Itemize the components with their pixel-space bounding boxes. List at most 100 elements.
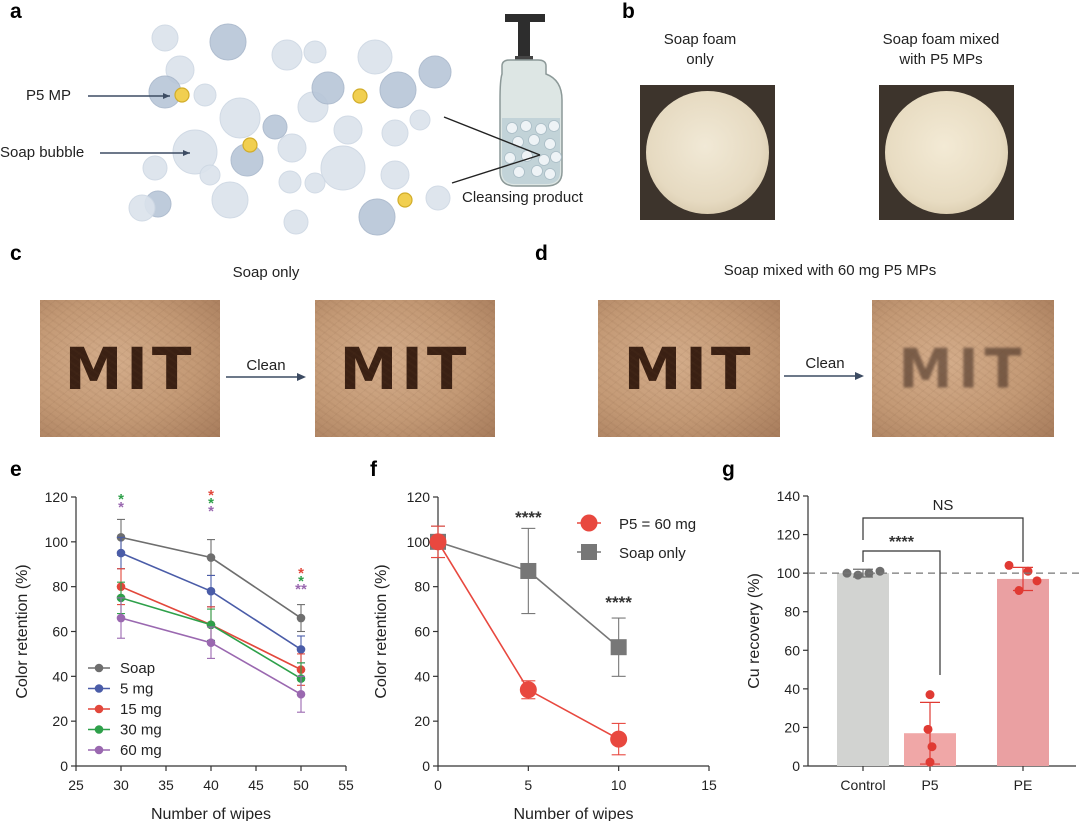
data-point bbox=[519, 681, 537, 699]
soap-bubble bbox=[209, 23, 247, 61]
x-category-label: Control bbox=[840, 777, 885, 793]
soap-bubble bbox=[211, 181, 249, 219]
p5-mp-particle bbox=[352, 88, 368, 104]
bracket-control-pe bbox=[862, 517, 1024, 562]
soap-bubble bbox=[381, 119, 409, 147]
data-point bbox=[520, 562, 537, 579]
significance-star: * bbox=[298, 565, 304, 582]
soap-bubble bbox=[277, 133, 307, 163]
soap-bubble bbox=[271, 39, 303, 71]
data-point bbox=[610, 730, 628, 748]
x-tick-label: 25 bbox=[68, 777, 84, 793]
soap-bubble bbox=[278, 170, 302, 194]
bottle-bubble bbox=[538, 154, 550, 166]
soap-bubble bbox=[358, 198, 396, 236]
legend-label: 15 mg bbox=[120, 701, 162, 718]
skin-before-photo: MIT bbox=[40, 300, 220, 437]
data-point bbox=[1014, 586, 1024, 595]
soap-bubble bbox=[172, 129, 218, 175]
soap-bubble bbox=[199, 164, 221, 186]
soap-bubble bbox=[151, 24, 179, 52]
y-tick-label: 80 bbox=[52, 579, 68, 595]
bottle-bubble bbox=[528, 134, 540, 146]
significance-stars: **** bbox=[515, 508, 542, 527]
cleansing-product-label: Cleansing product bbox=[462, 189, 583, 206]
foam-only-caption: Soap foam only bbox=[663, 31, 737, 68]
panel-letter-f: f bbox=[370, 458, 377, 481]
pump-head-icon bbox=[505, 14, 545, 58]
soap-bubble bbox=[142, 155, 168, 181]
soap-bubble-label: Soap bubble bbox=[0, 144, 85, 161]
bar-pe bbox=[997, 578, 1049, 766]
y-tick-label: 120 bbox=[45, 489, 69, 505]
y-tick-label: 40 bbox=[52, 668, 68, 684]
data-point bbox=[206, 553, 216, 562]
y-axis-label: Color retention (%) bbox=[373, 564, 390, 698]
bottle-bubble bbox=[506, 122, 518, 134]
y-tick-label: 100 bbox=[407, 534, 431, 550]
bottle-bubble bbox=[548, 120, 560, 132]
bottle-bubble bbox=[535, 123, 547, 135]
legend-marker bbox=[94, 704, 104, 714]
soap-bubble bbox=[193, 83, 217, 107]
callout-line bbox=[451, 154, 541, 184]
significance-star: * bbox=[298, 573, 304, 590]
soap-bubble bbox=[303, 40, 327, 64]
bottle-bubble bbox=[544, 168, 556, 180]
bracket-label: **** bbox=[889, 534, 915, 551]
legend-label: 30 mg bbox=[120, 722, 162, 739]
soap-bubble bbox=[219, 97, 261, 139]
y-tick-label: 80 bbox=[414, 579, 430, 595]
data-point bbox=[875, 566, 885, 576]
x-tick-label: 35 bbox=[158, 777, 174, 793]
data-point bbox=[116, 613, 126, 623]
chart-e: 0 20 40 60 80 100 120 25 30 35 40 45 50 55 Number of w… bbox=[14, 487, 354, 821]
y-tick-label: 120 bbox=[777, 527, 801, 543]
significance-star: * bbox=[118, 491, 124, 508]
significance-star: * bbox=[208, 495, 214, 512]
arrowhead bbox=[855, 372, 864, 380]
x-tick-label: 5 bbox=[524, 777, 532, 793]
legend-marker bbox=[581, 544, 597, 560]
data-point bbox=[927, 742, 937, 752]
x-tick-label: 15 bbox=[701, 777, 717, 793]
arrowhead bbox=[163, 93, 170, 99]
soap-bubble bbox=[357, 39, 393, 75]
x-axis-label: Number of wipes bbox=[151, 806, 271, 821]
skin-after-p5-photo: MIT bbox=[872, 300, 1054, 437]
y-tick-label: 140 bbox=[777, 488, 801, 504]
y-tick-label: 20 bbox=[414, 713, 430, 729]
data-point bbox=[925, 690, 935, 700]
significance-stars: **** bbox=[605, 593, 632, 612]
soap-bubble bbox=[380, 160, 410, 190]
soap-bubble bbox=[333, 115, 363, 145]
bottle-bubble bbox=[504, 152, 516, 164]
p5-mp-particle bbox=[174, 87, 190, 103]
data-point bbox=[296, 689, 306, 699]
significance-star: * bbox=[208, 503, 214, 520]
y-tick-label: 60 bbox=[784, 642, 800, 658]
x-tick-label: 45 bbox=[248, 777, 264, 793]
data-point bbox=[853, 570, 863, 580]
soap-bubble bbox=[283, 209, 309, 235]
panel-c-title: Soap only bbox=[232, 264, 300, 281]
legend-label: Soap only bbox=[619, 545, 686, 562]
foam-mixed-photo bbox=[879, 85, 1014, 220]
p5-mp-particle bbox=[242, 137, 258, 153]
data-point bbox=[610, 639, 627, 656]
bottle-bubble bbox=[513, 166, 525, 178]
petri-dish bbox=[646, 91, 769, 214]
legend-marker bbox=[94, 725, 104, 734]
arrows bbox=[226, 372, 864, 381]
soap-bubble bbox=[418, 55, 452, 89]
data-point bbox=[925, 757, 935, 767]
legend-label: 60 mg bbox=[120, 742, 162, 759]
legend-marker bbox=[94, 745, 104, 755]
y-tick-label: 120 bbox=[407, 489, 431, 505]
panel-d-title: Soap mixed with 60 mg P5 MPs bbox=[723, 262, 937, 279]
significance-star: ** bbox=[295, 581, 307, 598]
bracket-label: NS bbox=[933, 497, 954, 514]
y-tick-label: 20 bbox=[52, 713, 68, 729]
data-point bbox=[206, 586, 216, 596]
